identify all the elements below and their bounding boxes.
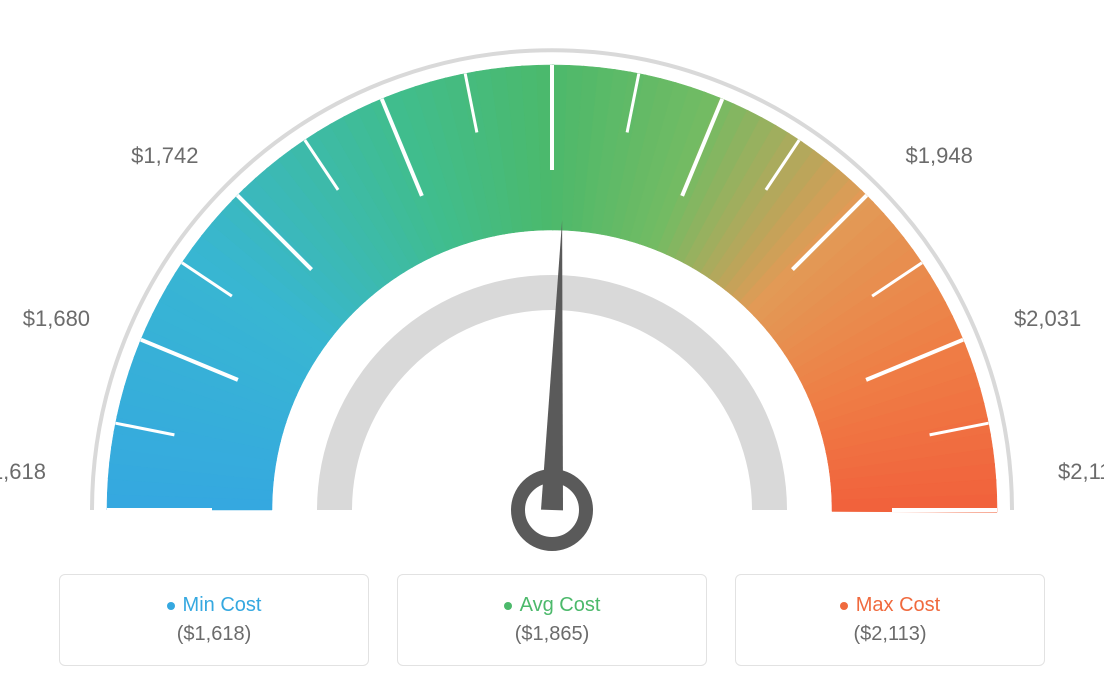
scale-label: $1,742 bbox=[131, 143, 198, 169]
legend-value-avg: ($1,865) bbox=[515, 623, 590, 646]
legend-row: Min Cost ($1,618) Avg Cost ($1,865) Max … bbox=[0, 574, 1104, 666]
legend-dot-min bbox=[167, 602, 175, 610]
scale-label: $1,618 bbox=[0, 459, 46, 485]
scale-label: $1,948 bbox=[906, 143, 973, 169]
scale-label: $2,031 bbox=[1014, 306, 1081, 332]
gauge-chart-container: $1,618 $1,680 $1,742 $1,865 $1,948 $2,031 $2,1… bbox=[0, 0, 1104, 690]
scale-label: $2,113 bbox=[1058, 459, 1104, 485]
legend-card-min: Min Cost ($1,618) bbox=[59, 574, 369, 666]
legend-title-min-text: Min Cost bbox=[183, 594, 262, 617]
gauge-area: $1,618 $1,680 $1,742 $1,865 $1,948 $2,031 $2,1… bbox=[0, 0, 1104, 560]
legend-title-max: Max Cost bbox=[840, 594, 940, 617]
legend-card-max: Max Cost ($2,113) bbox=[735, 574, 1045, 666]
scale-label: $1,865 bbox=[518, 0, 585, 2]
legend-value-min: ($1,618) bbox=[177, 623, 252, 646]
scale-label: $1,680 bbox=[23, 306, 90, 332]
legend-title-avg: Avg Cost bbox=[504, 594, 601, 617]
legend-title-max-text: Max Cost bbox=[856, 594, 940, 617]
legend-dot-max bbox=[840, 602, 848, 610]
legend-title-min: Min Cost bbox=[167, 594, 262, 617]
gauge-svg bbox=[0, 0, 1104, 560]
legend-title-avg-text: Avg Cost bbox=[520, 594, 601, 617]
legend-value-max: ($2,113) bbox=[853, 623, 926, 646]
legend-card-avg: Avg Cost ($1,865) bbox=[397, 574, 707, 666]
legend-dot-avg bbox=[504, 602, 512, 610]
